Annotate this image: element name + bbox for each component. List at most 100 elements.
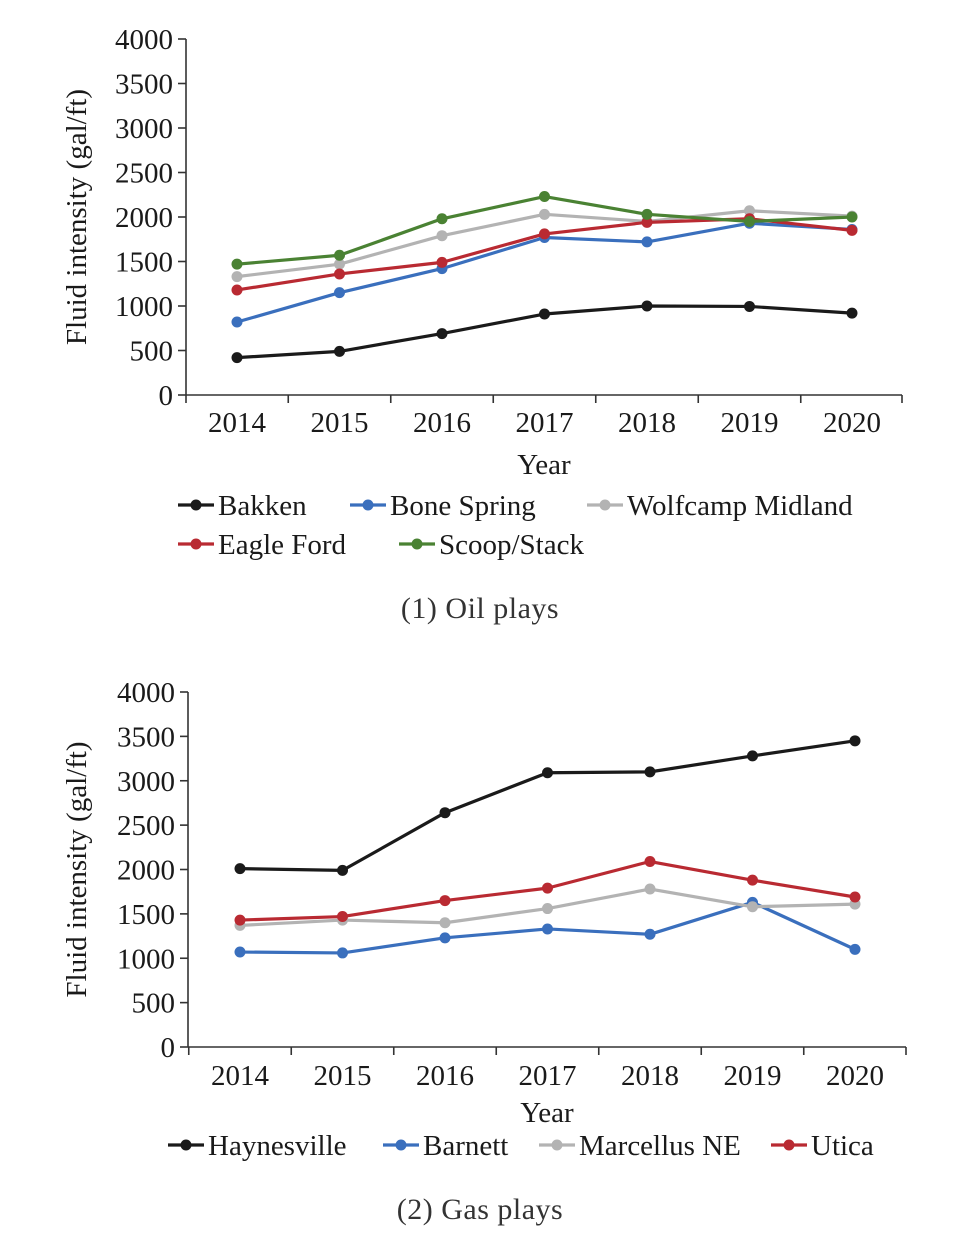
data-point bbox=[231, 352, 243, 364]
legend-label: Bone Spring bbox=[390, 490, 536, 522]
data-point bbox=[644, 883, 656, 895]
data-point bbox=[744, 300, 755, 312]
data-point bbox=[644, 856, 656, 868]
y-tick-label: 2000 bbox=[115, 202, 173, 234]
data-point bbox=[747, 750, 758, 762]
legend-item: Scoop/Stack bbox=[399, 529, 584, 561]
y-tick-label: 1000 bbox=[115, 291, 173, 323]
panel-caption: (1) Oil plays bbox=[401, 592, 559, 625]
data-point bbox=[231, 316, 243, 328]
y-tick-label: 2500 bbox=[115, 158, 173, 190]
data-point bbox=[337, 911, 348, 923]
x-tick-label: 2017 bbox=[516, 407, 574, 439]
legend-swatch-marker bbox=[362, 499, 374, 511]
legend-label: Bakken bbox=[218, 490, 307, 522]
x-tick-label: 2016 bbox=[413, 407, 471, 439]
legend-label: Wolfcamp Midland bbox=[627, 490, 853, 522]
y-tick-label: 1500 bbox=[115, 247, 173, 279]
data-point bbox=[439, 932, 451, 944]
y-tick-label: 2000 bbox=[117, 855, 175, 887]
x-tick-label: 2014 bbox=[208, 407, 267, 439]
panel-caption: (2) Gas plays bbox=[397, 1193, 563, 1226]
data-point bbox=[436, 213, 448, 225]
data-point bbox=[542, 923, 553, 935]
x-axis-title: Year bbox=[517, 449, 571, 481]
data-point bbox=[641, 208, 653, 220]
x-tick-label: 2015 bbox=[311, 407, 369, 439]
x-tick-label: 2014 bbox=[211, 1060, 270, 1092]
x-tick-label: 2018 bbox=[618, 407, 676, 439]
y-axis-title: Fluid intensity (gal/ft) bbox=[61, 741, 93, 997]
y-tick-label: 1500 bbox=[117, 899, 175, 931]
legend-item: Marcellus NE bbox=[539, 1130, 741, 1162]
legend-item: Utica bbox=[771, 1130, 874, 1162]
legend-item: Bakken bbox=[178, 490, 307, 522]
data-point bbox=[846, 224, 858, 236]
data-point bbox=[849, 735, 861, 747]
legend-swatch-marker bbox=[551, 1139, 563, 1151]
data-point bbox=[644, 928, 656, 940]
legend-item: Wolfcamp Midland bbox=[587, 490, 853, 522]
x-axis-title: Year bbox=[520, 1097, 574, 1129]
y-tick-label: 3500 bbox=[115, 69, 173, 101]
legend-label: Scoop/Stack bbox=[439, 529, 584, 561]
y-tick-label: 0 bbox=[161, 1032, 176, 1064]
data-point bbox=[439, 895, 451, 907]
y-tick-label: 3000 bbox=[117, 766, 175, 798]
data-point bbox=[231, 258, 243, 270]
legend-label: Barnett bbox=[423, 1130, 508, 1162]
y-tick-label: 3000 bbox=[115, 113, 173, 145]
y-tick-label: 500 bbox=[130, 336, 174, 368]
y-axis-title: Fluid intensity (gal/ft) bbox=[61, 89, 93, 345]
series-haynesville bbox=[234, 735, 861, 876]
data-point bbox=[334, 249, 345, 261]
x-tick-label: 2016 bbox=[416, 1060, 474, 1092]
data-point bbox=[234, 863, 246, 875]
legend-label: Haynesville bbox=[208, 1130, 347, 1162]
x-tick-label: 2019 bbox=[724, 1060, 782, 1092]
data-point bbox=[439, 807, 451, 819]
y-tick-label: 500 bbox=[132, 988, 176, 1020]
legend-item: Haynesville bbox=[168, 1130, 347, 1162]
data-point bbox=[539, 228, 550, 240]
data-point bbox=[439, 917, 451, 929]
data-point bbox=[334, 287, 345, 299]
x-tick-label: 2018 bbox=[621, 1060, 679, 1092]
data-point bbox=[542, 767, 553, 779]
x-tick-label: 2019 bbox=[721, 407, 779, 439]
legend: Haynesville Barnett Marcellus NE Utica bbox=[168, 1130, 874, 1162]
legend-item: Eagle Ford bbox=[178, 529, 347, 561]
data-point bbox=[846, 211, 858, 223]
chart-panel-2: 0 500 1000 1500 2000 2500 3000 3500 4000 2014 2015… bbox=[61, 677, 907, 1226]
legend-swatch-marker bbox=[190, 538, 202, 550]
data-point bbox=[539, 308, 550, 320]
data-point bbox=[542, 903, 553, 915]
legend-swatch-marker bbox=[599, 499, 611, 511]
data-point bbox=[542, 882, 553, 894]
data-point bbox=[234, 914, 246, 926]
data-point bbox=[747, 901, 758, 913]
data-point bbox=[337, 864, 348, 876]
y-tick-label: 3500 bbox=[117, 721, 175, 753]
data-point bbox=[744, 205, 755, 217]
data-point bbox=[644, 766, 656, 778]
y-tick-label: 4000 bbox=[117, 677, 175, 709]
data-point bbox=[744, 215, 755, 227]
legend-swatch-marker bbox=[190, 499, 202, 511]
data-point bbox=[747, 874, 758, 886]
legend-label: Marcellus NE bbox=[579, 1130, 741, 1162]
x-tick-label: 2017 bbox=[519, 1060, 577, 1092]
data-point bbox=[231, 284, 243, 296]
legend-swatch-marker bbox=[783, 1139, 795, 1151]
data-point bbox=[539, 208, 550, 220]
y-tick-label: 0 bbox=[159, 380, 174, 412]
y-tick-label: 2500 bbox=[117, 810, 175, 842]
data-point bbox=[334, 268, 345, 280]
data-point bbox=[641, 300, 653, 312]
data-point bbox=[846, 307, 858, 319]
data-point bbox=[849, 943, 861, 955]
legend-item: Bone Spring bbox=[350, 490, 536, 522]
data-point bbox=[849, 891, 861, 903]
legend-label: Utica bbox=[811, 1130, 874, 1162]
legend-swatch-marker bbox=[180, 1139, 192, 1151]
